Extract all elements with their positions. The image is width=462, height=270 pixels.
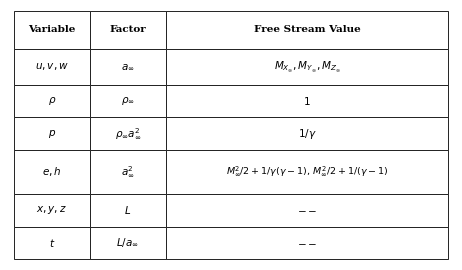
Text: $\rho_\infty$: $\rho_\infty$ xyxy=(121,95,135,107)
Text: $M_{X_\infty}, M_{Y_\infty}, M_{Z_\infty}$: $M_{X_\infty}, M_{Y_\infty}, M_{Z_\infty… xyxy=(274,60,340,74)
Text: Variable: Variable xyxy=(28,25,76,35)
Bar xyxy=(90,194,166,227)
Bar xyxy=(166,194,448,227)
Text: $\rho_\infty a_{\infty}^2$: $\rho_\infty a_{\infty}^2$ xyxy=(115,126,141,141)
Bar xyxy=(90,227,166,259)
Text: $a_\infty$: $a_\infty$ xyxy=(121,62,134,72)
Text: $1/\gamma$: $1/\gamma$ xyxy=(298,127,316,141)
Bar xyxy=(90,49,166,85)
Text: $L/a_\infty$: $L/a_\infty$ xyxy=(116,237,140,249)
Text: $1$: $1$ xyxy=(303,95,311,107)
Bar xyxy=(166,49,448,85)
Bar xyxy=(166,85,448,117)
Text: $\rho$: $\rho$ xyxy=(48,95,56,107)
Bar xyxy=(14,194,90,227)
Bar xyxy=(90,85,166,117)
Bar xyxy=(14,117,90,150)
Bar xyxy=(166,11,448,49)
Bar xyxy=(14,11,90,49)
Bar xyxy=(14,227,90,259)
Text: $x, y, z$: $x, y, z$ xyxy=(36,204,67,216)
Bar xyxy=(14,150,90,194)
Text: $t$: $t$ xyxy=(49,237,55,249)
Bar xyxy=(166,227,448,259)
Text: $u, v, w$: $u, v, w$ xyxy=(35,61,69,72)
Text: $M_{\infty}^2/2+1/\gamma(\gamma-1),\, M_{\infty}^2/2+1/(\gamma-1)$: $M_{\infty}^2/2+1/\gamma(\gamma-1),\, M_… xyxy=(226,165,388,179)
Bar xyxy=(90,150,166,194)
Bar xyxy=(14,85,90,117)
Bar xyxy=(90,117,166,150)
Bar xyxy=(166,150,448,194)
Text: $e, h$: $e, h$ xyxy=(42,166,61,178)
Bar xyxy=(90,11,166,49)
Text: $p$: $p$ xyxy=(48,128,56,140)
Bar xyxy=(14,49,90,85)
Text: $--$: $--$ xyxy=(297,238,317,248)
Text: $a_{\infty}^2$: $a_{\infty}^2$ xyxy=(121,164,134,179)
Text: $--$: $--$ xyxy=(297,205,317,215)
Bar xyxy=(166,117,448,150)
Text: $L$: $L$ xyxy=(124,204,131,216)
Text: Free Stream Value: Free Stream Value xyxy=(254,25,360,35)
Text: Factor: Factor xyxy=(109,25,146,35)
